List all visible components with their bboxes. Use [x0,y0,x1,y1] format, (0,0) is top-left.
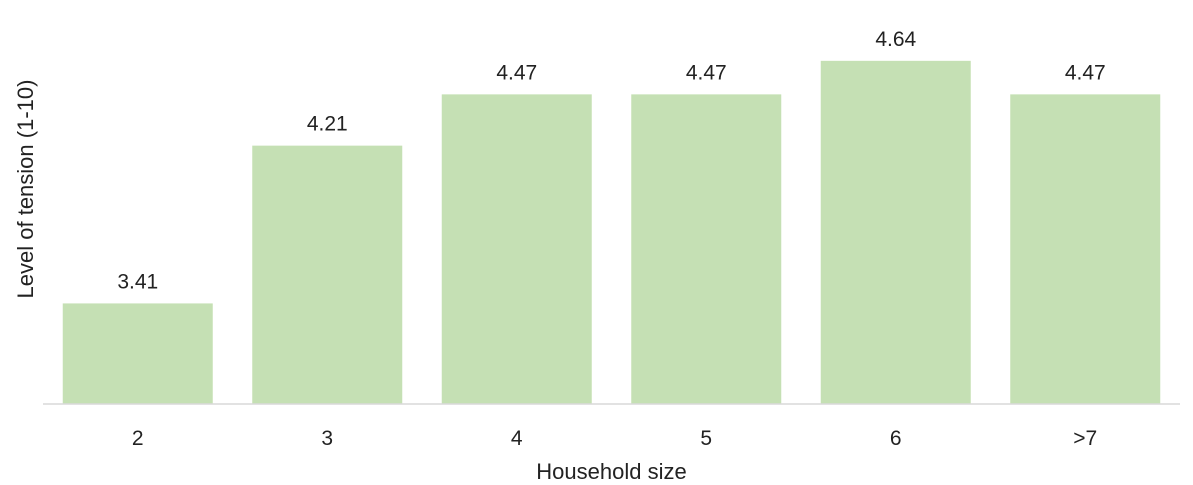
x-tick-label-6: >7 [1073,427,1097,450]
x-tick-label-1: 2 [132,427,144,450]
bar-5 [820,60,971,404]
data-label-4: 4.47 [686,61,727,84]
data-label-1: 3.41 [117,270,158,293]
data-labels-layer: 3.41 4.21 4.47 4.47 4.64 4.47 [117,28,1105,294]
x-tick-label-4: 5 [700,427,712,450]
x-axis-title: Household size [536,459,686,484]
x-tick-label-5: 6 [890,427,902,450]
bar-6 [1010,94,1161,404]
bars-layer [62,60,1161,404]
bar-2 [252,145,403,404]
data-label-5: 4.64 [875,28,916,51]
data-label-2: 4.21 [307,113,348,136]
y-axis-title: Level of tension (1-10) [13,80,38,299]
bar-4 [631,94,782,404]
x-tick-labels-layer: 2 3 4 5 6 >7 [132,427,1097,450]
data-label-3: 4.47 [496,61,537,84]
x-tick-label-3: 4 [511,427,523,450]
bar-3 [441,94,592,404]
data-label-6: 4.47 [1065,61,1106,84]
x-tick-label-2: 3 [321,427,333,450]
bar-1 [62,303,213,404]
